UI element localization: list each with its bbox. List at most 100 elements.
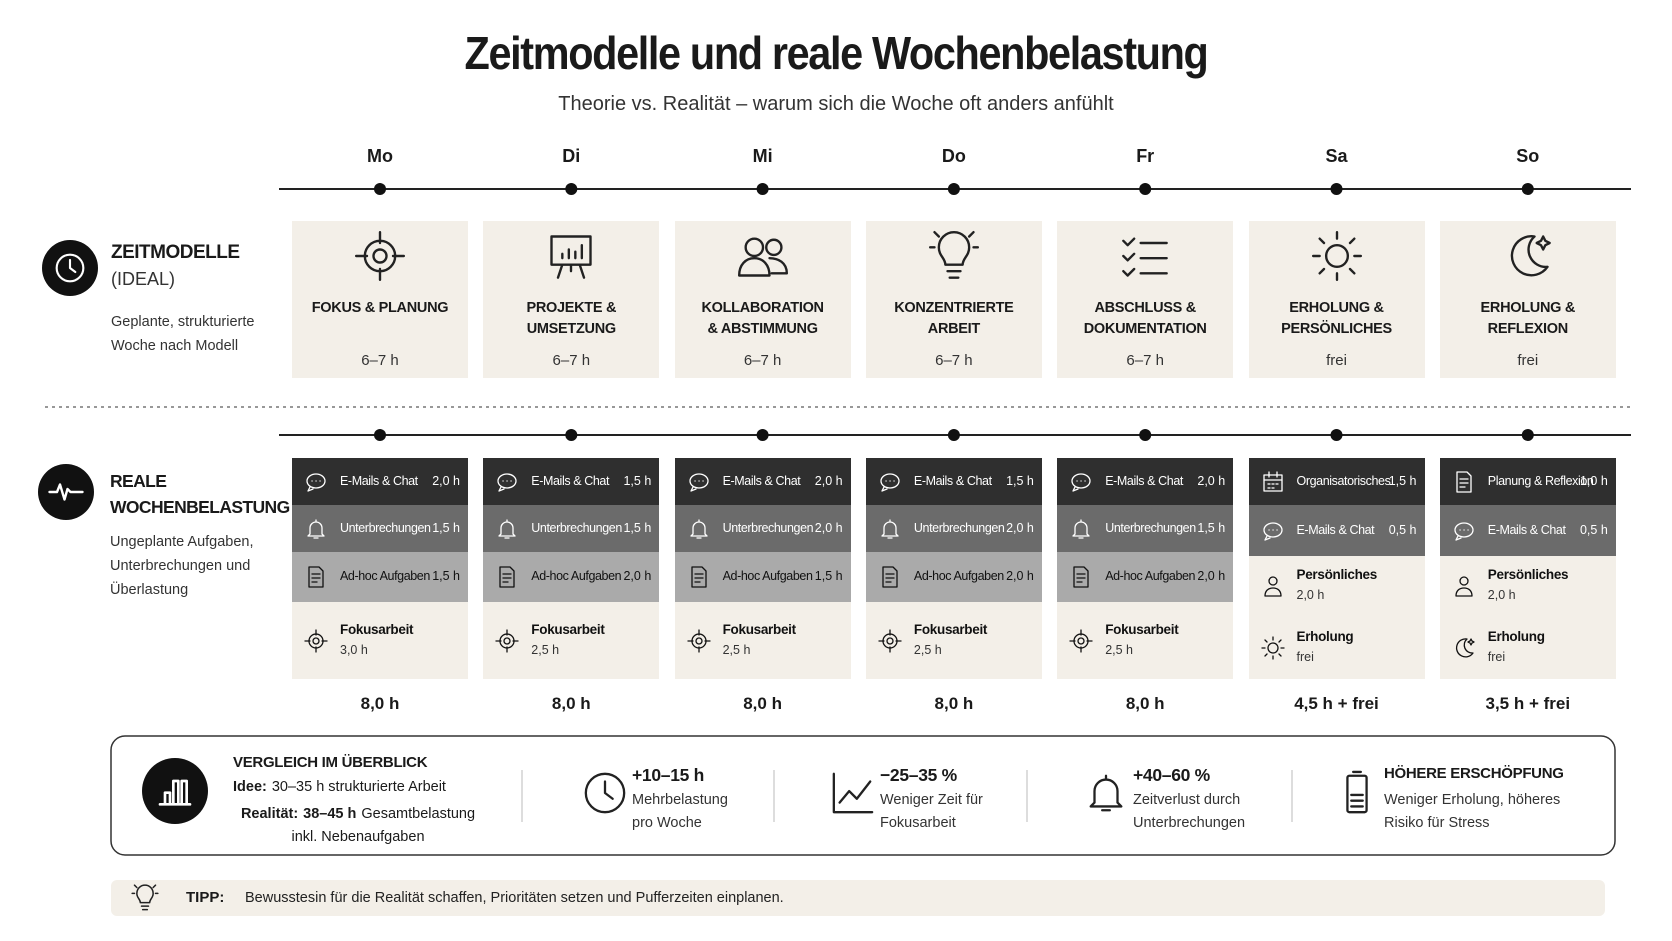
segment-label: Unterbrechungen [531,520,622,535]
card-hours: frei [1326,352,1347,369]
stat-text: Mehrbelastung pro Woche [632,792,728,831]
segment [1439,458,1616,505]
segment-hours: 0,5 h [1579,522,1608,537]
summary-box [110,735,1616,856]
segment-label: E-Mails & Chat [531,473,610,488]
segment-hours: 2,5 h [1105,642,1133,657]
ideal-card [483,221,660,378]
segment-label: E-Mails & Chat [340,473,418,488]
segment-label: Unterbrechungen [340,520,431,535]
icon [1346,770,1368,814]
segment-hours: 2,5 h [913,642,942,657]
segment-label: Fokusarbeit [340,621,414,637]
icon [882,566,898,588]
segment-hours: frei [1296,649,1314,664]
text: 38–45 h [303,806,357,822]
icon [1262,470,1283,492]
icon [584,772,626,814]
text: Realität: [240,806,299,822]
summary-heading: VERGLEICH IM ÜBERBLICK [233,754,428,771]
segment-label: Fokusarbeit [1105,621,1179,637]
subtitle: Theorie vs. Realität – warum sich die Wo… [558,93,1114,115]
icon [1262,521,1283,541]
segment-label: Fokusarbeit [913,621,988,637]
segment [1439,505,1616,556]
day-label: Fr [1136,146,1155,166]
timeline-dot [1521,183,1534,195]
tip-text: Bewusstesin für die Realität schaffen, P… [245,890,784,906]
icon [55,253,85,283]
icon [1455,637,1475,657]
card-hours: 6–7 h [743,352,782,369]
timeline-dot [1139,183,1152,195]
segment-hours: 2,0 h [1006,569,1034,583]
segment-hours: 2,0 h [1197,473,1226,488]
segment-label: Unterbrechungen [722,520,814,535]
card-hours: 6–7 h [935,352,973,369]
day-label: Mi [752,146,773,166]
segment-hours: 0,5 h [1388,522,1417,537]
segment [1057,458,1234,505]
segment-label: E-Mails & Chat [913,473,992,488]
segment [865,505,1042,552]
segment [674,552,851,602]
column-total: 8,0 h [360,694,400,713]
stat-text: Weniger Erholung, höheres Risiko für Str… [1384,792,1561,831]
section-description: Ungeplante Aufgaben, Unterbrechungen und… [110,534,254,598]
icon [1073,566,1089,588]
timeline-dot [947,183,960,195]
segment-label: Unterbrechungen [1105,520,1196,535]
segment [1057,505,1234,552]
card-hours: frei [1517,352,1539,369]
icon [1454,521,1474,541]
segment [674,458,851,505]
segment [1248,556,1425,616]
timeline-dot [565,429,578,441]
segment-hours: 2,0 h [814,473,843,488]
segment-hours: 2,0 h [1006,520,1034,535]
segment-hours: 1,5 h [814,569,843,583]
stat-value: HÖHERE ERSCHÖPFUNG [1384,765,1564,782]
day-label: Mo [367,146,393,166]
column-total: 3,5 h + frei [1485,694,1571,713]
icon [880,472,900,492]
section-subtitle: (IDEAL) [111,269,176,289]
segment-label: Persönliches [1487,567,1569,582]
segment-label: Ad-hoc Aufgaben [531,569,622,583]
stat-value: +10–15 h [632,765,705,785]
icon [354,230,406,282]
segment [292,458,468,505]
segment-label: E-Mails & Chat [1296,522,1375,537]
segment [483,505,660,552]
icon [878,628,902,653]
timeline-dot [947,429,960,441]
segment-hours: 1,5 h [623,520,652,535]
ideal-card [1248,221,1425,378]
segment [865,602,1042,679]
timeline-dot [1139,429,1152,441]
segment-hours: 1,5 h [623,473,652,488]
icon [1263,576,1282,597]
segment [483,552,660,602]
timeline-dot [1330,429,1343,441]
segment-label: Ad-hoc Aufgaben [1105,569,1196,583]
section-description: Geplante, strukturierte Woche nach Model… [111,314,255,354]
segment [483,602,660,679]
icon [304,628,328,653]
stat-value: −25–35 % [880,765,957,785]
icon [690,566,707,588]
stat-text: Weniger Zeit für Fokusarbeit [880,792,983,831]
segment-label: E-Mails & Chat [722,473,801,488]
segment-label: Persönliches [1296,567,1378,582]
icon [686,628,711,653]
segment [1248,458,1425,505]
segment-hours: 2,0 h [623,569,652,583]
segment-label: Fokusarbeit [531,621,605,637]
icon [1069,628,1093,653]
icon [1456,470,1472,493]
icon [48,483,84,501]
segment [865,458,1042,505]
day-label: Di [562,146,581,166]
